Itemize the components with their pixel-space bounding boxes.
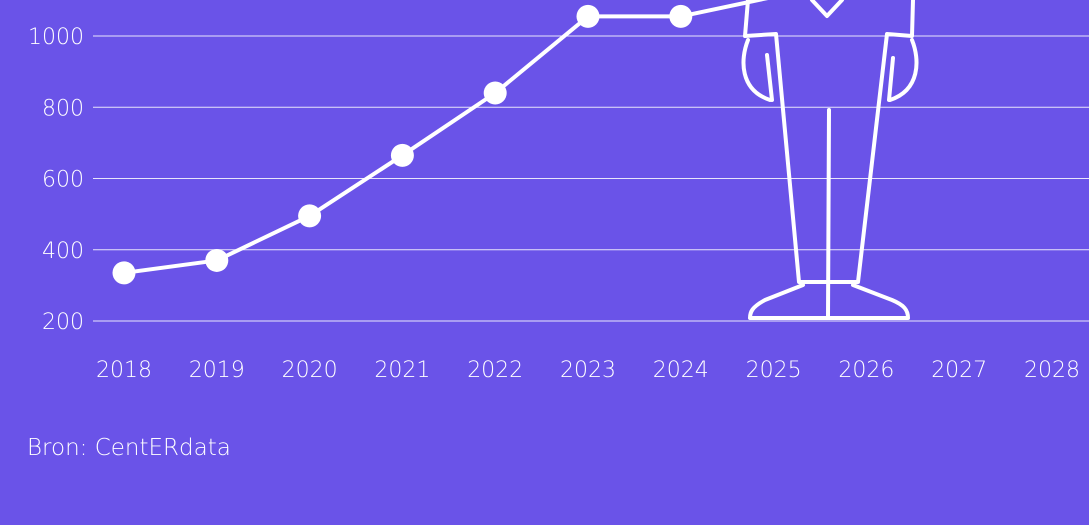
x-tick-label: 2021	[374, 358, 430, 383]
x-tick-label: 2020	[282, 358, 338, 383]
x-tick-label: 2023	[560, 358, 616, 383]
x-tick-label: 2018	[96, 358, 152, 383]
person-figure-illustration	[741, 0, 919, 320]
x-tick-label: 2028	[1024, 358, 1080, 383]
data-point	[112, 261, 136, 285]
x-tick-label: 2027	[931, 358, 987, 383]
y-tick-label: 800	[42, 96, 84, 121]
x-tick-label: 2025	[746, 358, 802, 383]
y-tick-label: 400	[42, 239, 84, 264]
data-point	[205, 248, 229, 272]
data-point	[483, 81, 507, 105]
y-tick-label: 600	[42, 168, 84, 193]
x-tick-labels: 2018 2019 2020 2021 2022 2023 2024 2025 2026 2027…	[96, 358, 1080, 383]
gridlines	[93, 35, 1089, 322]
series-line	[123, 0, 769, 275]
data-point	[390, 143, 414, 167]
x-tick-label: 2026	[838, 358, 894, 383]
source-note: Bron: CentERdata	[27, 435, 231, 461]
data-point	[576, 4, 600, 28]
x-tick-label: 2022	[467, 358, 523, 383]
data-point	[669, 4, 693, 28]
x-tick-label: 2019	[189, 358, 245, 383]
y-tick-label: 200	[42, 310, 84, 335]
y-tick-labels: 200 400 600 800 1000	[28, 25, 84, 335]
data-point	[298, 204, 322, 228]
x-tick-label: 2024	[653, 358, 709, 383]
series-line-group	[112, 0, 769, 285]
y-tick-label: 1000	[28, 25, 84, 50]
